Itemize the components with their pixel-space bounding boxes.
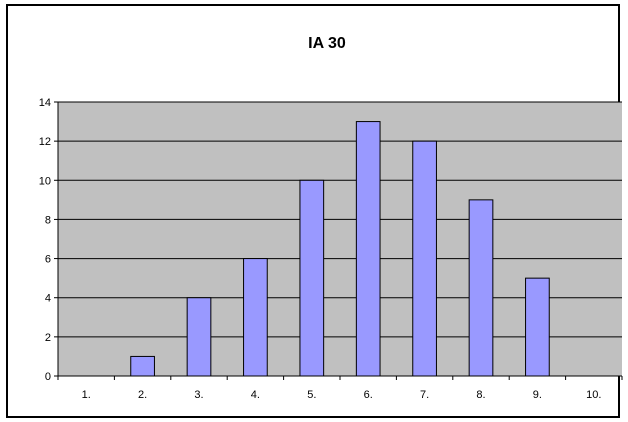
x-tick-label: 5. xyxy=(307,389,316,401)
y-tick-label: 2 xyxy=(45,332,51,344)
y-tick-label: 10 xyxy=(39,175,51,187)
bar-8 xyxy=(468,199,494,377)
y-tick-label: 14 xyxy=(39,97,51,109)
x-tick-label: 4. xyxy=(251,389,260,401)
x-tick-label: 9. xyxy=(533,389,542,401)
x-tick-label: 2. xyxy=(138,389,147,401)
x-tick-label: 7. xyxy=(420,389,429,401)
bars xyxy=(130,121,550,377)
bar-5 xyxy=(299,179,325,377)
y-axis-ticks: 0 2 4 6 8 10 12 14 xyxy=(39,97,58,383)
chart-title: IA 30 xyxy=(308,35,346,52)
bar-6 xyxy=(355,121,381,377)
bar-3 xyxy=(186,297,212,377)
y-tick-label: 12 xyxy=(39,136,51,148)
gridlines xyxy=(58,101,622,338)
y-tick-label: 0 xyxy=(45,371,51,383)
x-tick-label: 1. xyxy=(82,389,91,401)
x-tick-label: 3. xyxy=(194,389,203,401)
y-tick-label: 8 xyxy=(45,214,51,226)
x-tick-label: 8. xyxy=(476,389,485,401)
y-tick-label: 4 xyxy=(45,293,51,305)
bar-2 xyxy=(130,355,155,377)
x-tick-label: 6. xyxy=(364,389,373,401)
x-axis-ticks: 1. 2. 3. 4. 5. 6. 7. 8. 9. 10. xyxy=(57,376,623,401)
bar-7 xyxy=(412,140,437,377)
y-tick-label: 6 xyxy=(45,254,51,266)
bar-4 xyxy=(243,258,268,377)
x-tick-label: 10. xyxy=(586,389,601,401)
bar-9 xyxy=(525,277,550,377)
